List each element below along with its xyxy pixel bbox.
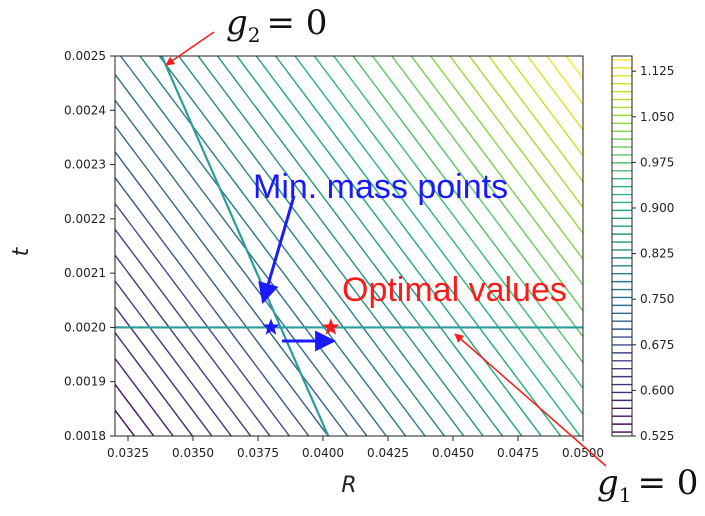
contour-line [197, 56, 484, 436]
y-tick-label: 0.0018 [64, 429, 106, 443]
g2-constraint-label: g2 = 0 [226, 3, 327, 47]
contour-line [468, 56, 583, 209]
colorbar-tick-label: 1.050 [640, 110, 674, 124]
g1-constraint-label: g1 = 0 [597, 463, 698, 507]
contour-line [332, 56, 583, 390]
contour-lines [115, 56, 583, 436]
x-tick-label: 0.0450 [432, 446, 474, 460]
colorbar-tick-label: 0.900 [640, 201, 674, 215]
colorbar-tick-label: 0.750 [640, 292, 674, 306]
colorbar-tick-label: 1.125 [640, 64, 674, 78]
colorbar-frame [611, 55, 633, 437]
x-tick-label: 0.0500 [562, 446, 604, 460]
contour-line [115, 357, 174, 436]
contour-line [352, 56, 583, 364]
contour-line [410, 56, 583, 287]
contour-line [119, 56, 407, 436]
x-tick-label: 0.0425 [367, 446, 409, 460]
contour-line [546, 56, 583, 106]
x-tick-label: 0.0400 [302, 446, 344, 460]
contour-line [158, 56, 446, 436]
contour-line [115, 383, 155, 436]
colorbar [612, 59, 632, 433]
markers [262, 318, 340, 335]
contour-line [507, 56, 583, 157]
g1-pointer-arrow [454, 333, 607, 467]
y-tick-label: 0.0023 [64, 158, 106, 172]
contour-line [216, 56, 504, 436]
contour-line [391, 56, 583, 312]
colorbar-tick-label: 0.675 [640, 338, 674, 352]
min-mass-annotation: Min. mass points [253, 168, 508, 206]
x-axis-label: R [341, 473, 356, 498]
contour-line [115, 176, 310, 436]
contour-line [115, 99, 368, 436]
g2-pointer-arrow [165, 31, 215, 66]
contour-line [115, 228, 271, 436]
contour-line [115, 202, 291, 436]
g2-constraint-line [160, 56, 330, 436]
plot-frame [114, 55, 584, 437]
contour-line [115, 150, 329, 436]
y-tick-label: 0.0025 [64, 49, 106, 63]
colorbar-tick-label: 0.825 [640, 247, 674, 261]
contour-line [115, 279, 233, 436]
x-tick-label: 0.0375 [237, 446, 279, 460]
contour-line [177, 56, 465, 436]
contour-line [526, 56, 583, 132]
y-axis-label: t [9, 246, 34, 256]
colorbar-tick-label: 0.975 [640, 155, 674, 169]
contour-line [115, 254, 252, 436]
optimal-values-annotation: Optimal values [342, 271, 567, 309]
x-tick-label: 0.0350 [172, 446, 214, 460]
contour-line [236, 56, 523, 436]
colorbar-ticks: 0.525 0.600 0.675 0.750 0.825 0.900 0.975 1.050… [632, 64, 674, 443]
contour-line [255, 56, 543, 436]
min-mass-pointer-arrow [258, 195, 296, 305]
contour-line [294, 56, 581, 436]
contour-line [115, 331, 194, 436]
y-tick-label: 0.0022 [64, 212, 106, 226]
colorbar-tick-label: 0.525 [640, 429, 674, 443]
contour-line [139, 56, 426, 436]
y-tick-label: 0.0020 [64, 320, 106, 334]
y-tick-label: 0.0024 [64, 103, 106, 117]
contour-line [115, 305, 213, 436]
y-tick-label: 0.0021 [64, 266, 106, 280]
y-tick-label: 0.0019 [64, 375, 106, 389]
contour-line [115, 73, 388, 436]
contour-line [449, 56, 583, 235]
optimal-star-marker [322, 318, 340, 335]
x-tick-label: 0.0475 [497, 446, 539, 460]
contour-line [115, 434, 116, 436]
x-axis-ticks: 0.0325 0.0350 0.0375 0.0400 0.0425 0.0450 0.04… [107, 436, 604, 460]
x-tick-label: 0.0325 [107, 446, 149, 460]
y-axis-ticks: 0.0018 0.0019 0.0020 0.0021 0.0022 0.0023 0.00… [64, 49, 115, 443]
contour-line [371, 56, 583, 338]
min-mass-star-marker [262, 318, 280, 335]
contour-line [487, 56, 583, 183]
constraint-lines [115, 56, 583, 436]
contour-line [313, 56, 583, 416]
colorbar-tick-label: 0.600 [640, 383, 674, 397]
contour-line [429, 56, 583, 261]
contour-line [115, 124, 349, 436]
contour-line [565, 56, 583, 80]
